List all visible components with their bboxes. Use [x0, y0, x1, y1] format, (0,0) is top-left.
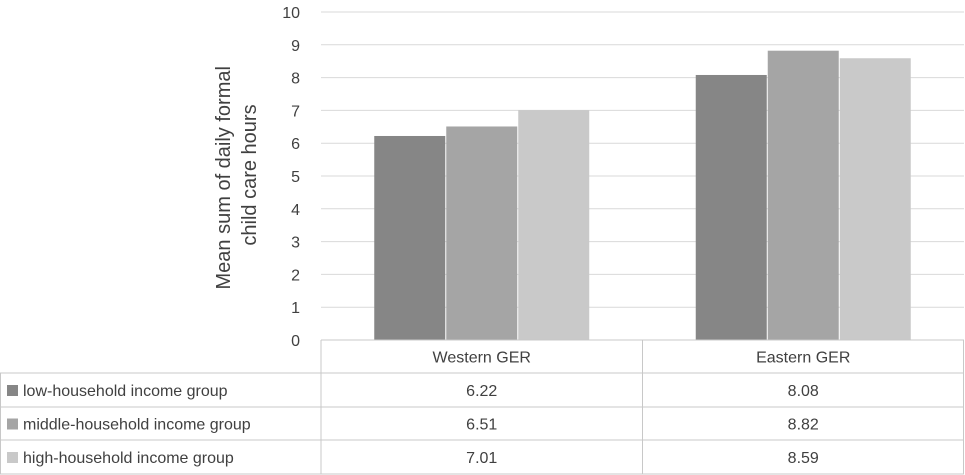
- legend-swatch: [7, 418, 18, 430]
- data-value-cell: 8.59: [788, 450, 819, 467]
- y-tick-label: 0: [291, 333, 300, 350]
- data-value-cell: 6.51: [466, 417, 497, 434]
- bar: [446, 126, 518, 340]
- data-value-cell: 8.08: [788, 383, 819, 400]
- y-axis-label: Mean sum of daily formal child care hour…: [213, 61, 261, 290]
- x-category-label: Eastern GER: [756, 350, 850, 367]
- bar: [695, 74, 767, 340]
- bar: [839, 58, 911, 341]
- data-value-cell: 7.01: [466, 450, 497, 467]
- y-tick-label: 4: [291, 202, 300, 219]
- y-tick-label: 6: [291, 136, 300, 153]
- y-axis-label-line-1: Mean sum of daily formal: [213, 66, 235, 289]
- legend-swatch: [7, 385, 18, 396]
- legend-label: high-household income group: [23, 450, 234, 467]
- bar: [374, 135, 446, 340]
- y-axis-ticks: 0 1 2 3 4 5 6 7 8 9 10: [282, 5, 300, 350]
- y-tick-label: 10: [282, 5, 300, 22]
- legend-label: middle-household income group: [23, 417, 251, 434]
- y-axis-label-line-2: child care hours: [239, 104, 261, 245]
- y-tick-label: 9: [291, 38, 300, 55]
- bars: [374, 50, 911, 341]
- x-category-label: Western GER: [433, 350, 531, 367]
- data-value-cell: 6.22: [466, 383, 497, 400]
- legend-label: low-household income group: [23, 383, 228, 400]
- data-table: Western GER Eastern GER low-household inco…: [0, 339, 964, 475]
- y-tick-label: 5: [291, 169, 300, 186]
- y-tick-label: 1: [291, 300, 300, 317]
- y-tick-label: 8: [291, 71, 300, 88]
- y-tick-label: 7: [291, 103, 300, 120]
- legend-swatch: [7, 452, 18, 463]
- bar: [767, 50, 839, 340]
- data-value-cell: 8.82: [788, 417, 819, 434]
- y-tick-label: 3: [291, 235, 300, 252]
- y-tick-label: 2: [291, 267, 300, 284]
- bar: [518, 110, 590, 341]
